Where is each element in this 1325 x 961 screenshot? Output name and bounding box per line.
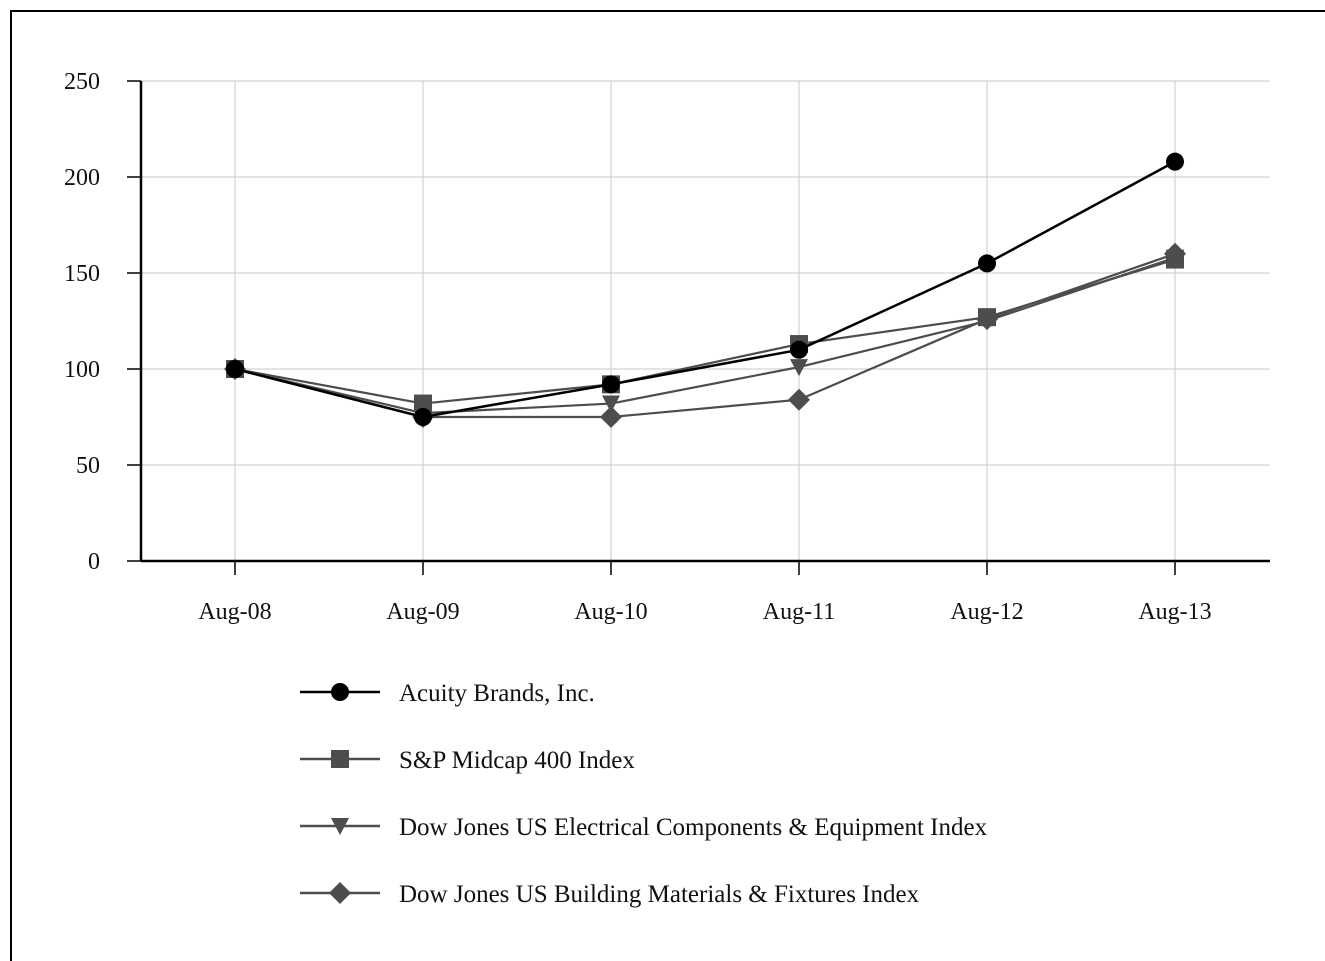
y-tick-label: 100 <box>64 357 100 383</box>
series-line <box>234 258 1176 405</box>
data-point <box>602 395 620 413</box>
data-point <box>226 360 244 378</box>
data-point <box>1164 242 1186 265</box>
series-line <box>234 252 1176 419</box>
y-tick-label: 200 <box>64 165 100 191</box>
x-tick-label: Aug-09 <box>386 599 459 625</box>
y-tick-label: 150 <box>64 261 100 287</box>
x-tick-label: Aug-11 <box>763 599 835 625</box>
data-point <box>790 340 808 359</box>
tick-labels: 0 50 100 150 200 250 Aug-08 Aug-09 Aug-10 Aug-11 A… <box>64 69 1212 625</box>
legend-item: Dow Jones US Electrical Components & Equ… <box>300 814 988 841</box>
legend-label: Acuity Brands, Inc. <box>399 680 595 707</box>
series-line <box>234 160 1176 419</box>
legend-label: S&P Midcap 400 Index <box>399 747 635 774</box>
series-line <box>234 256 1176 415</box>
y-tick-label: 250 <box>64 69 100 95</box>
legend-marker <box>329 882 351 904</box>
data-point <box>414 408 432 426</box>
series-lines <box>224 152 1186 428</box>
legend-label: Dow Jones US Building Materials & Fixtur… <box>399 881 920 908</box>
legend-marker <box>331 750 349 768</box>
x-tick-label: Aug-08 <box>198 599 271 625</box>
data-point <box>1166 152 1184 171</box>
y-tick-label: 50 <box>76 453 100 479</box>
legend: Acuity Brands, Inc. S&P Midcap 400 Index D… <box>300 680 988 908</box>
axes <box>127 80 1270 575</box>
legend-marker <box>331 818 349 835</box>
x-tick-label: Aug-13 <box>1138 599 1211 625</box>
data-point <box>788 388 810 411</box>
legend-item: S&P Midcap 400 Index <box>300 747 635 774</box>
legend-marker <box>331 683 349 701</box>
legend-item: Dow Jones US Building Materials & Fixtur… <box>300 881 920 908</box>
series-1 <box>226 152 1184 426</box>
data-point <box>978 254 996 273</box>
legend-label: Dow Jones US Electrical Components & Equ… <box>399 814 988 841</box>
series-2 <box>226 250 1184 413</box>
data-point <box>976 308 998 331</box>
data-point <box>602 375 620 394</box>
data-point <box>790 359 808 377</box>
x-tick-label: Aug-10 <box>574 599 647 625</box>
x-tick-label: Aug-12 <box>950 599 1023 625</box>
grid <box>141 80 1270 561</box>
y-tick-label: 0 <box>88 549 100 575</box>
chart-frame <box>10 10 1325 961</box>
series-3 <box>226 249 1184 423</box>
legend-item: Acuity Brands, Inc. <box>300 680 595 707</box>
data-point <box>600 406 622 428</box>
